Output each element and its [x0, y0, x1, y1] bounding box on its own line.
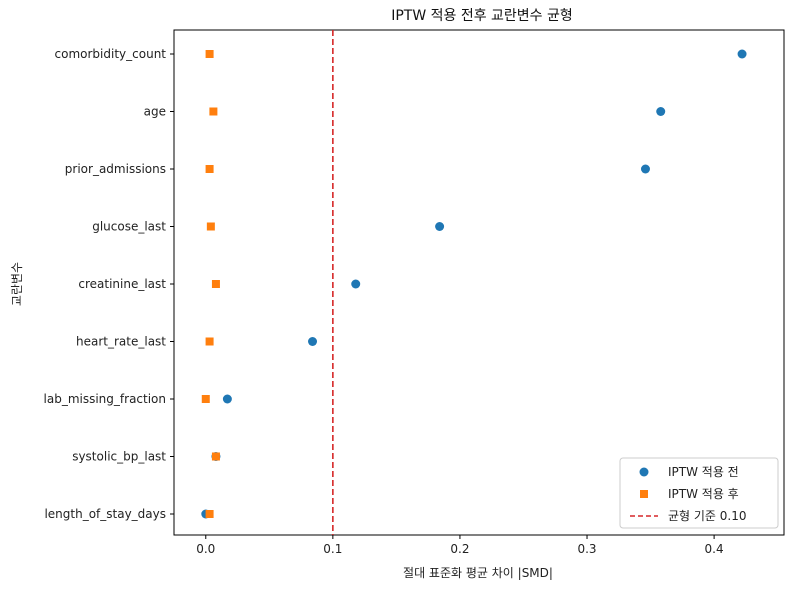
y-tick-label: length_of_stay_days: [44, 507, 166, 521]
chart-title: IPTW 적용 전후 교란변수 균형: [391, 8, 573, 24]
point-after: [211, 452, 220, 461]
x-tick-label: 0.1: [323, 542, 342, 556]
x-tick-label: 0.3: [577, 542, 596, 556]
y-tick-label: heart_rate_last: [76, 335, 166, 349]
legend-box: [619, 457, 779, 529]
point-after: [205, 165, 214, 173]
legend-marker-before: [639, 467, 649, 477]
point-before: [435, 222, 445, 231]
y-tick-label: creatinine_last: [78, 277, 166, 291]
point-before: [308, 337, 318, 346]
point-after: [205, 510, 214, 518]
x-tick-label: 0.2: [450, 542, 469, 556]
y-tick-label: age: [144, 105, 166, 119]
y-tick-label: prior_admissions: [65, 162, 166, 176]
y-tick-label: lab_missing_fraction: [44, 392, 166, 406]
point-before: [737, 49, 747, 59]
x-tick-label: 0.4: [705, 542, 724, 556]
x-axis: 0.0 0.1 0.2 0.3 0.4: [196, 535, 724, 556]
y-axis-title: 교란변수: [10, 262, 24, 306]
point-after: [206, 222, 215, 231]
legend-marker-after: [640, 490, 648, 498]
x-tick-label: 0.0: [196, 542, 215, 556]
point-after: [201, 395, 210, 403]
y-tick-label: comorbidity_count: [55, 47, 167, 61]
data-points: [201, 49, 747, 519]
plot-frame: [173, 29, 785, 536]
point-before: [656, 107, 666, 116]
legend: IPTW 적용 전 IPTW 적용 후 균형 기준 0.10: [619, 457, 779, 529]
point-after: [211, 280, 220, 288]
y-tick-label: systolic_bp_last: [72, 450, 166, 464]
legend-label-before: IPTW 적용 전: [668, 465, 739, 479]
point-before: [351, 279, 361, 289]
legend-label-threshold: 균형 기준 0.10: [668, 509, 747, 523]
point-after: [205, 50, 214, 58]
point-before: [640, 164, 650, 174]
x-axis-title: 절대 표준화 평균 차이 |SMD|: [403, 566, 553, 580]
y-tick-label: glucose_last: [92, 220, 166, 234]
point-before: [222, 394, 232, 404]
legend-label-after: IPTW 적용 후: [668, 487, 739, 501]
point-after: [205, 337, 214, 346]
point-after: [209, 107, 218, 116]
